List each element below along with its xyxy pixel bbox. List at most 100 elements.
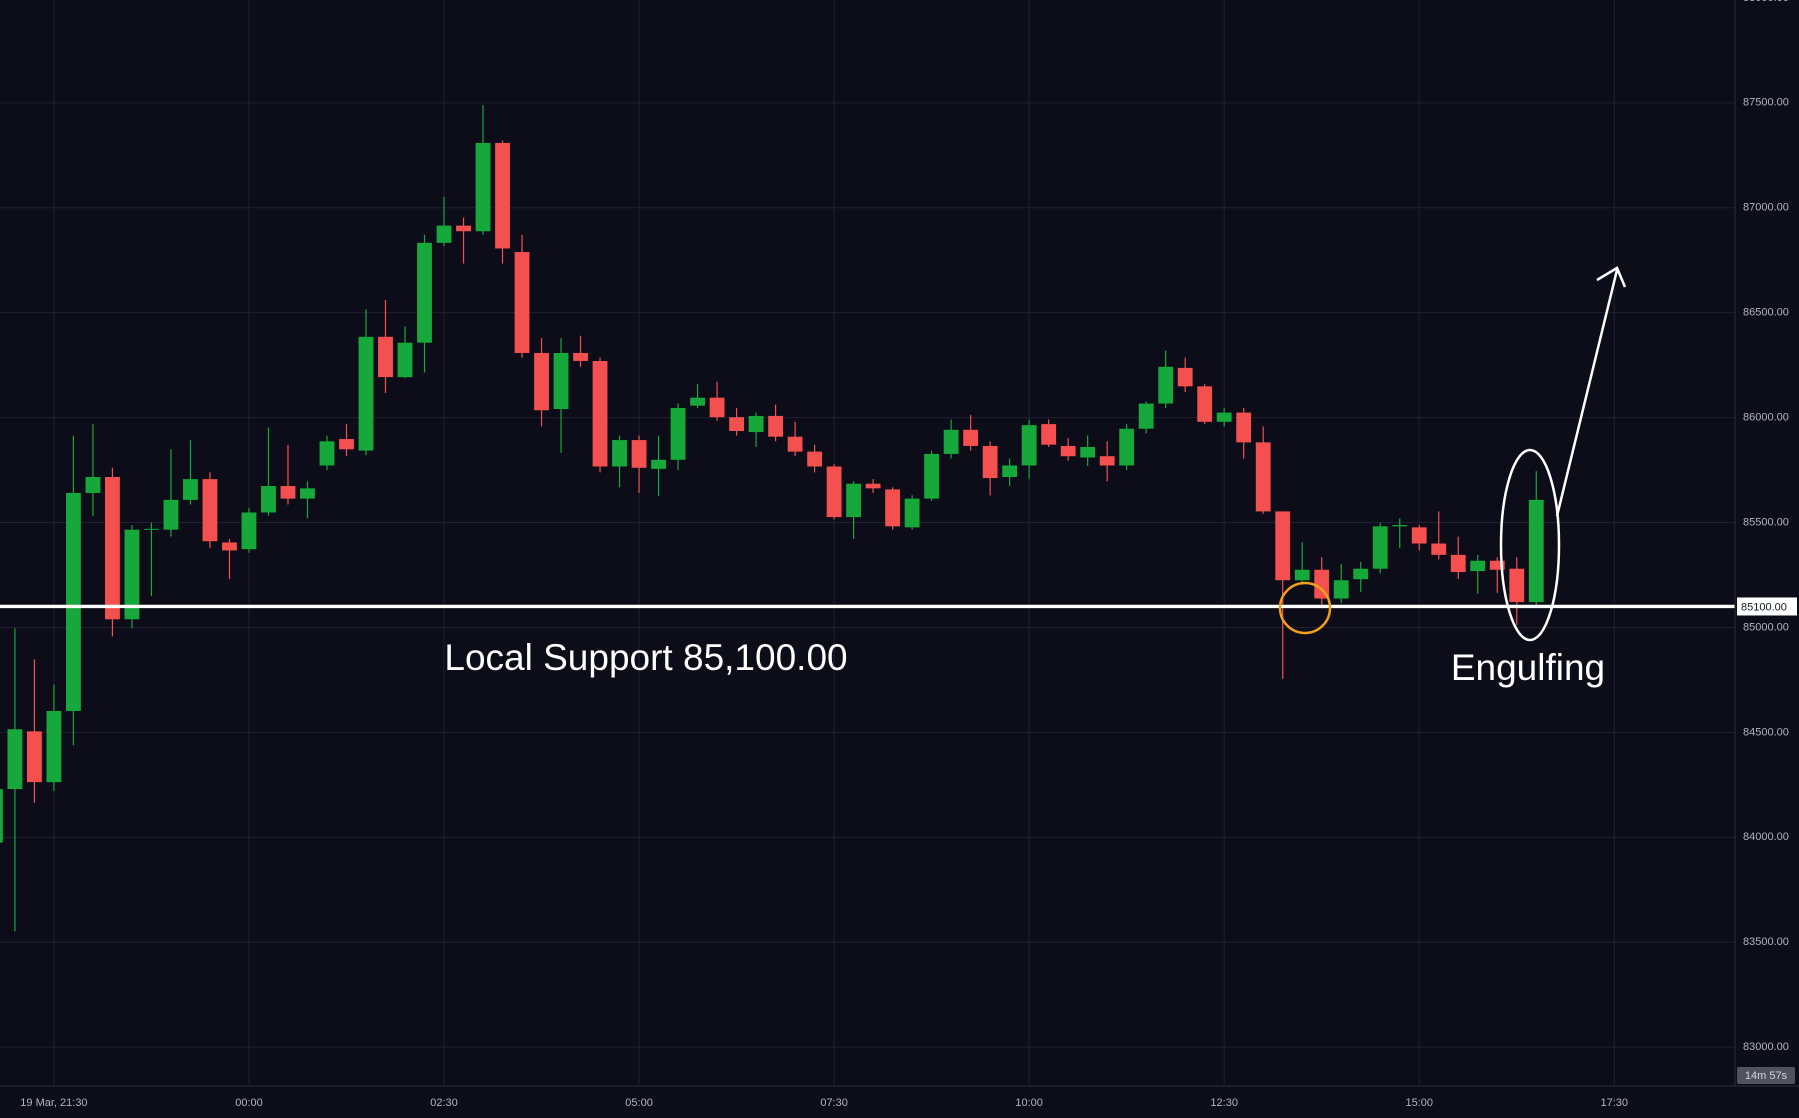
- candle-body: [1392, 525, 1408, 527]
- candle-body: [826, 466, 842, 518]
- candle-body: [1431, 543, 1447, 555]
- candle-body: [729, 417, 744, 432]
- candle-body: [105, 477, 120, 620]
- support-text: Local Support 85,100.00: [444, 637, 847, 678]
- grid: [0, 0, 1735, 1086]
- x-tick-label: 17:30: [1601, 1097, 1629, 1109]
- y-tick-label: 88000.00: [1743, 0, 1789, 4]
- candle-body: [7, 729, 23, 790]
- candle-body: [1314, 569, 1330, 599]
- candle-body: [1255, 442, 1271, 512]
- candle-body: [865, 483, 881, 489]
- candle-body: [1294, 569, 1310, 581]
- candle-body: [963, 429, 979, 446]
- y-tick-label: 86000.00: [1743, 412, 1789, 424]
- x-tick-label: 05:00: [625, 1097, 653, 1109]
- candle-body: [1138, 403, 1154, 429]
- candle-body: [1099, 456, 1115, 466]
- candle-body: [1450, 554, 1466, 573]
- candle-body: [1080, 446, 1096, 458]
- candle-body: [66, 492, 81, 711]
- candle-body: [1177, 367, 1193, 387]
- candle-body: [1119, 428, 1135, 466]
- candle-body: [651, 459, 666, 469]
- candle-body: [573, 352, 588, 361]
- countdown: 14m 57s: [1745, 1070, 1788, 1082]
- candle-body: [1041, 424, 1057, 445]
- candle-body: [456, 225, 471, 232]
- axes: 83000.00 83500.00 84000.00 84500.00 85000.00…: [20, 0, 1797, 1109]
- candle-body: [475, 142, 491, 232]
- arrow: [1555, 269, 1619, 517]
- pattern-text: Engulfing: [1451, 647, 1605, 688]
- x-tick-label: 19 Mar, 21:30: [20, 1097, 87, 1109]
- candle-body: [319, 441, 335, 466]
- candle-body: [807, 451, 823, 467]
- candle-body: [1197, 386, 1213, 422]
- candle-body: [378, 336, 393, 378]
- x-tick-label: 10:00: [1015, 1097, 1043, 1109]
- candle-body: [124, 529, 140, 620]
- candle-body: [1021, 425, 1037, 466]
- y-tick-label: 86500.00: [1743, 307, 1789, 319]
- x-tick-label: 00:00: [235, 1097, 263, 1109]
- candle-body: [982, 445, 998, 479]
- candle-body: [631, 440, 647, 468]
- candle-body: [670, 407, 686, 460]
- candle-body: [924, 453, 940, 499]
- candle-body: [904, 498, 920, 528]
- highlight-ellipse: [1499, 448, 1561, 642]
- annotations: Local Support 85,100.00 Engulfing: [444, 266, 1627, 688]
- highlight-circle: [1278, 581, 1332, 635]
- x-tick-label: 07:30: [820, 1097, 848, 1109]
- candle-body: [612, 440, 627, 467]
- candle-body: [1509, 568, 1525, 603]
- candle-body: [943, 429, 959, 454]
- y-tick-label: 84500.00: [1743, 726, 1789, 738]
- candle-body: [1489, 560, 1505, 570]
- candle-body: [183, 479, 198, 500]
- candle-body: [1275, 511, 1291, 581]
- candle-body: [748, 415, 764, 433]
- candle-body: [222, 542, 237, 551]
- y-tick-label: 85500.00: [1743, 516, 1789, 528]
- candle-body: [358, 336, 374, 451]
- x-tick-label: 15:00: [1405, 1097, 1433, 1109]
- x-tick-label: 12:30: [1210, 1097, 1238, 1109]
- candle-body: [514, 252, 530, 353]
- candle-body: [1372, 526, 1388, 569]
- x-tick-label: 02:30: [430, 1097, 458, 1109]
- candle-body: [1528, 499, 1544, 603]
- candle-body: [397, 342, 413, 378]
- candle-body: [339, 439, 354, 450]
- y-tick-label: 84000.00: [1743, 831, 1789, 843]
- candle-body: [709, 397, 725, 418]
- y-tick-label: 83500.00: [1743, 936, 1789, 948]
- y-tick-label: 87500.00: [1743, 97, 1789, 109]
- candle-body: [1411, 527, 1427, 544]
- candle-body: [495, 142, 510, 249]
- arrow-head: [1596, 266, 1627, 288]
- candle-body: [885, 489, 901, 527]
- candle-body: [202, 479, 218, 542]
- countdown-box: [1737, 1067, 1795, 1084]
- y-tick-label: 83000.00: [1743, 1041, 1789, 1053]
- candle-body: [1002, 465, 1018, 478]
- candle-body: [46, 710, 62, 783]
- candle-body: [163, 499, 179, 530]
- candle-body: [300, 488, 315, 499]
- candle-body: [417, 242, 432, 343]
- candle-body: [1470, 560, 1486, 572]
- support-label-box: [1737, 597, 1797, 616]
- candle-body: [144, 528, 159, 530]
- y-tick-label: 85000.00: [1743, 621, 1789, 633]
- candle-body: [1333, 580, 1349, 599]
- candle-body: [1216, 412, 1232, 422]
- candle-body: [280, 486, 296, 499]
- candle-body: [846, 483, 862, 518]
- candle-body: [261, 486, 276, 513]
- candle-body: [436, 225, 452, 243]
